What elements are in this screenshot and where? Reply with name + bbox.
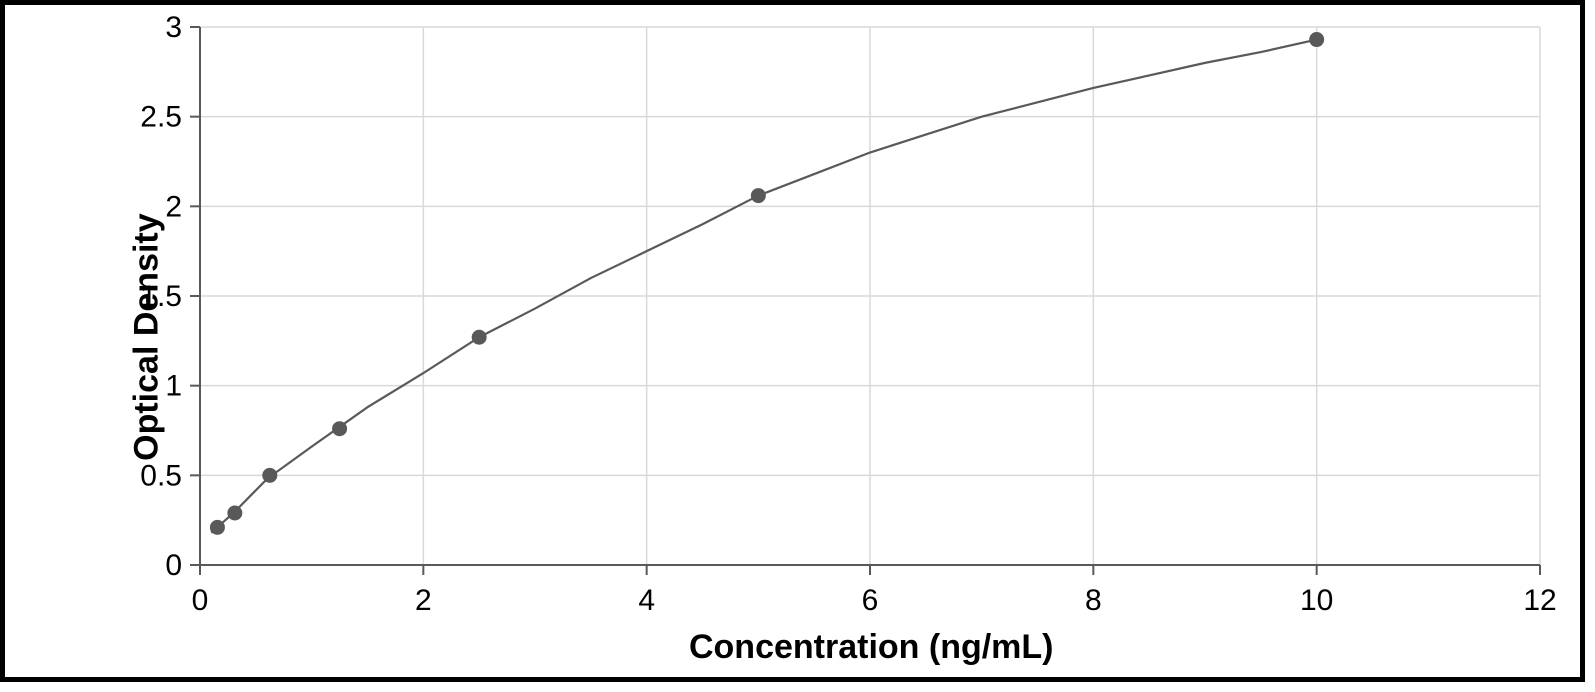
x-tick-label: 8	[1085, 584, 1102, 617]
y-tick-label: 2	[165, 190, 182, 223]
chart-frame: Optical Density Concentration (ng/mL) 02…	[0, 0, 1585, 682]
chart-plot: 0 2 4 6 8 10 12 0 0.5 1 1.5 2 2.5 3	[5, 5, 1580, 677]
y-tick-label: 1	[165, 370, 182, 403]
x-tick-label: 6	[862, 584, 879, 617]
y-tick-label: 3	[165, 11, 182, 44]
data-point	[1310, 33, 1324, 47]
y-tick-label: 0.5	[140, 459, 182, 492]
data-point	[263, 468, 277, 482]
x-tick-label: 2	[415, 584, 432, 617]
data-point	[210, 520, 224, 534]
x-tick-label: 10	[1300, 584, 1333, 617]
data-point	[751, 189, 765, 203]
y-tick-label: 0	[165, 549, 182, 582]
y-tick-label: 1.5	[140, 280, 182, 313]
x-tick-label: 4	[638, 584, 655, 617]
data-point	[472, 330, 486, 344]
data-point	[333, 422, 347, 436]
x-tick-label: 12	[1523, 584, 1556, 617]
y-tick-label: 2.5	[140, 101, 182, 134]
data-point	[228, 506, 242, 520]
fit-curve	[211, 40, 1317, 533]
x-tick-label: 0	[192, 584, 209, 617]
